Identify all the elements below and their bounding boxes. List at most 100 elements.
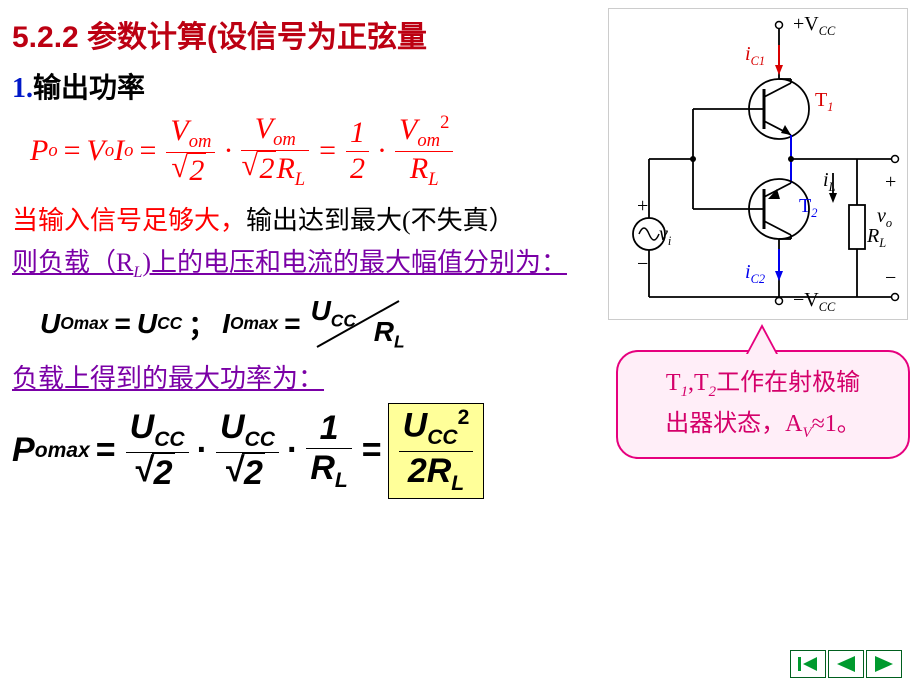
lbl-vi: vi [659, 223, 671, 249]
CC1: CC [157, 313, 182, 334]
U2: U [137, 308, 157, 340]
lbl-vcc-pos: +VCC [793, 13, 835, 39]
one: 1 [306, 409, 351, 449]
lbl-vcc-neg: −VCC [793, 289, 835, 315]
om2: om [273, 129, 296, 150]
co-s2: 2 [709, 384, 716, 400]
subtitle-output-power: 1.输出功率 [12, 66, 612, 106]
frac-4: Vom2 RL [395, 112, 453, 191]
L4: L [335, 469, 348, 492]
eq-4: = [114, 308, 130, 340]
para2a: 则负载（R [12, 248, 133, 277]
para2b: )上的电压和电流的最大幅值分别为： [142, 248, 567, 277]
subtitle-num: 1. [12, 73, 33, 104]
highlight-result: UCC2 2RL [388, 403, 485, 498]
lbl-plus-in: + [637, 195, 648, 218]
frac-a: UCC 2 [126, 408, 189, 493]
rad2: 2 [257, 151, 276, 187]
lbl-vo: vo [877, 205, 892, 231]
formula-pomax: Pomax = UCC 2 · UCC 2 · 1 RL = UCC2 2RL [12, 403, 612, 498]
co-b: ,T [688, 370, 709, 396]
formula-uomax: UOmax = UCC ； IOmax = UCC RL [40, 295, 612, 353]
lbl-ic1: iC1 [745, 43, 765, 69]
v1: V [170, 114, 188, 147]
para-1: 当输入信号足够大，输出达到最大(不失真） [12, 203, 612, 239]
sup2b: 2 [458, 406, 470, 429]
frac-b: UCC 2 [216, 408, 279, 493]
co-a: T [666, 370, 681, 396]
rad4: 2 [242, 453, 265, 493]
lbl-minus-out: − [885, 267, 896, 290]
lbl-plus-out: + [885, 171, 896, 194]
lbl-il: iL [823, 169, 835, 195]
lbl-t1: T1 [815, 89, 833, 115]
subtitle-text: 输出功率 [33, 73, 145, 104]
sqrt-2: 2 [245, 151, 276, 187]
I1: I [222, 308, 230, 340]
Omax2: Omax [230, 313, 278, 334]
U4: U [130, 408, 155, 446]
callout-bubble: T1,T2工作在射极输 出器状态，AV≈1。 [616, 350, 910, 459]
slash-frac: UCC RL [311, 295, 405, 353]
L1: L [295, 169, 305, 190]
L2: L [428, 169, 438, 190]
U5: U [220, 408, 245, 446]
twoR: 2R [408, 452, 451, 490]
dot-3: · [197, 431, 208, 470]
eq-5: = [284, 308, 300, 340]
co-e: ≈1。 [812, 411, 861, 437]
eq-2: = [139, 134, 156, 168]
L5: L [451, 471, 464, 494]
nav-first[interactable] [790, 650, 826, 678]
dot-2: · [377, 134, 387, 168]
sqrt-4: 2 [230, 453, 265, 493]
frac-c: 1 RL [306, 409, 351, 493]
co-s3: V [803, 424, 812, 440]
rad1: 2 [187, 153, 206, 189]
frac-1: Vom 2 [166, 114, 215, 189]
R2: R [410, 152, 428, 185]
para1-rest: 输出达到最大(不失真） [246, 206, 515, 235]
R1: R [276, 152, 294, 185]
nav-buttons [790, 650, 902, 678]
sub-o2: o [105, 140, 114, 162]
U6: U [403, 407, 428, 445]
co-d: 出器状态，A [665, 411, 802, 437]
R3: R [374, 316, 394, 347]
semi: ； [188, 304, 216, 344]
half-n: 1 [346, 116, 369, 152]
dot-1: · [223, 134, 233, 168]
Omax1: Omax [60, 313, 108, 334]
L3: L [394, 332, 405, 352]
v3: V [399, 113, 417, 146]
frac-3: 1 2 [346, 116, 369, 186]
para2sub: L [133, 264, 142, 281]
CC3: CC [154, 428, 184, 451]
U1: U [40, 308, 60, 340]
CC5: CC [427, 426, 457, 449]
sqrt-1: 2 [175, 153, 206, 189]
frac-2: Vom 2RL [241, 112, 309, 191]
co-c: 工作在射极输 [716, 370, 860, 396]
half-d: 2 [346, 152, 369, 187]
para1-red: 当输入信号足够大， [12, 206, 246, 235]
section-title: 5.2.2 参数计算(设信号为正弦量 [12, 12, 612, 56]
eq-1: = [64, 134, 81, 168]
nav-next[interactable] [866, 650, 902, 678]
omax: omax [35, 439, 90, 463]
CC4: CC [245, 428, 275, 451]
nav-prev[interactable] [828, 650, 864, 678]
para-2: 则负载（RL)上的电压和电流的最大幅值分别为： [12, 245, 612, 285]
sym-I: I [114, 134, 124, 168]
sym-P: P [30, 134, 48, 168]
sub-o3: o [124, 140, 133, 162]
eq-3: = [319, 134, 336, 168]
lbl-minus-in: − [637, 253, 648, 276]
eq-7: = [362, 431, 382, 470]
v2: V [255, 112, 273, 145]
circuit-diagram: +VCC −VCC iC1 iC2 T1 T2 vi iL RL vo + − … [608, 8, 908, 320]
sqrt-3: 2 [140, 453, 175, 493]
om3: om [417, 130, 440, 151]
dot-4: · [287, 431, 298, 470]
sym-V: V [87, 134, 105, 168]
